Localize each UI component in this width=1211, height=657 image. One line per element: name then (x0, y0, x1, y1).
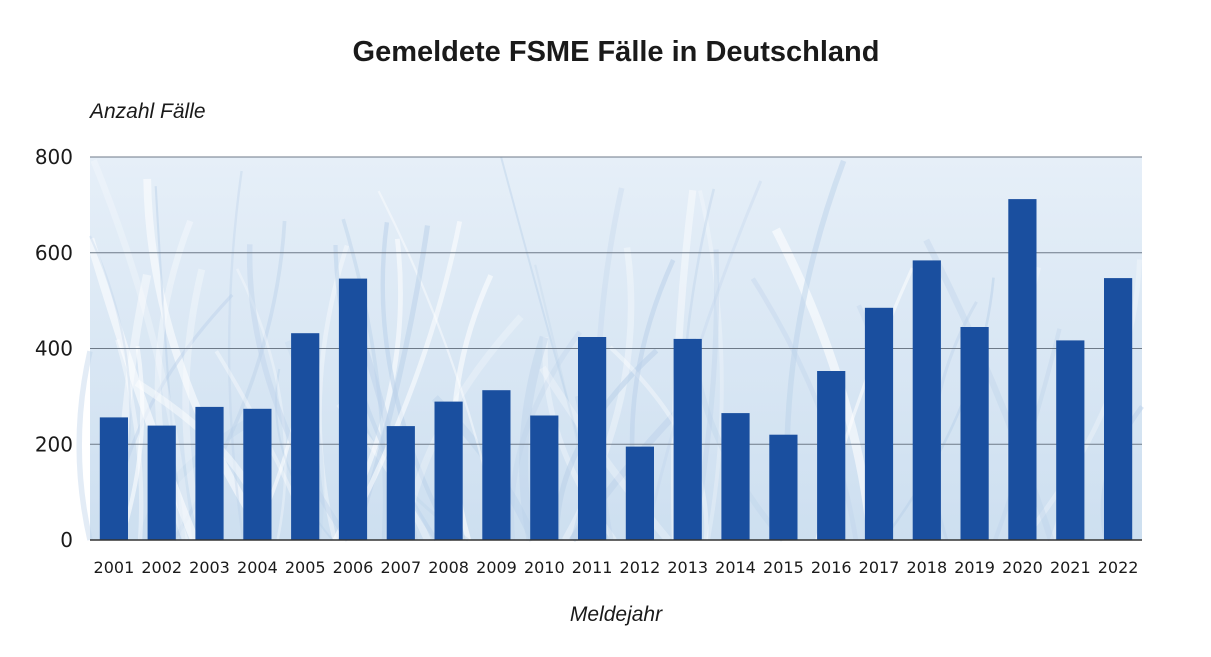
grass-blade (227, 170, 245, 541)
bar (338, 278, 368, 540)
y-tick-label: 0 (60, 528, 73, 552)
bar (482, 390, 511, 540)
x-tick-label: 2001 (94, 558, 135, 577)
bar (291, 333, 320, 540)
x-tick-label: 2018 (906, 558, 947, 577)
x-tick-label: 2021 (1050, 558, 1091, 577)
bar (769, 434, 798, 540)
grass-blade (698, 190, 724, 541)
bar (147, 425, 176, 540)
x-tick-label: 2022 (1098, 558, 1139, 577)
y-tick-label: 800 (35, 145, 73, 169)
grass-blade (182, 268, 207, 541)
x-tick-label: 2015 (763, 558, 804, 577)
bar (625, 446, 654, 540)
x-tick-label: 2017 (859, 558, 900, 577)
bar (960, 327, 989, 540)
bars (99, 199, 1133, 540)
y-tick-label: 400 (35, 337, 73, 361)
grass-blade (923, 238, 1055, 541)
y-tick-label: 200 (35, 432, 73, 456)
x-tick-label: 2016 (811, 558, 852, 577)
x-tick-label: 2002 (141, 558, 182, 577)
grass-blade (508, 330, 582, 541)
bar (1104, 278, 1133, 540)
grass-blade (882, 277, 995, 541)
grass-blade (115, 339, 144, 541)
grass-blade (246, 244, 351, 542)
bar (1056, 340, 1085, 540)
x-tick-label: 2013 (667, 558, 708, 577)
x-tick-label: 2009 (476, 558, 517, 577)
grass-blade (235, 268, 287, 541)
bar (243, 408, 272, 540)
grass-blade (380, 222, 455, 542)
x-tick-labels: 2001 2002 2003 2004 2005 2006 2007 2008 2009 2010… (94, 558, 1139, 577)
y-axis-label: Anzahl Fälle (90, 100, 206, 123)
bar (99, 417, 128, 540)
bar (195, 406, 224, 540)
grass-blade (85, 237, 199, 542)
x-tick-label: 2007 (380, 558, 421, 577)
x-tick-label: 2012 (620, 558, 661, 577)
bar (578, 337, 607, 540)
bar (817, 371, 846, 540)
x-tick-label: 2005 (285, 558, 326, 577)
bar (673, 338, 702, 540)
grass-blade (341, 218, 387, 541)
chart-title: Gemeldete FSME Fälle in Deutschland (352, 36, 880, 68)
x-tick-label: 2004 (237, 558, 278, 577)
y-tick-label: 600 (35, 241, 73, 265)
x-tick-label: 2019 (954, 558, 995, 577)
bar (434, 401, 463, 540)
bar (864, 307, 894, 540)
grass-blade (90, 159, 193, 541)
y-tick-labels: 0 200 400 600 800 (35, 145, 73, 552)
x-tick-label: 2014 (715, 558, 756, 577)
x-tick-label: 2003 (189, 558, 230, 577)
grass-blade (143, 178, 271, 543)
x-tick-label: 2006 (333, 558, 374, 577)
grass-blade (519, 335, 549, 541)
x-tick-label: 2020 (1002, 558, 1043, 577)
bar (912, 260, 941, 540)
grass-blade (138, 413, 260, 541)
grass-blade (76, 350, 93, 541)
bar (1008, 199, 1037, 540)
bar (721, 413, 750, 540)
bar (530, 415, 559, 540)
x-tick-label: 2011 (572, 558, 613, 577)
x-tick-label: 2008 (428, 558, 469, 577)
x-axis-label: Meldejahr (569, 603, 663, 626)
bar (386, 426, 415, 540)
x-tick-label: 2010 (524, 558, 565, 577)
